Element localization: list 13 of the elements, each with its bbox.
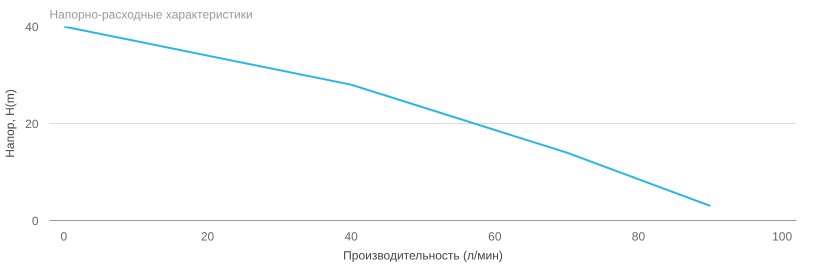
x-tick-label: 0 bbox=[60, 230, 68, 244]
y-axis-title: Напор, H(m) bbox=[3, 89, 18, 158]
y-tick-label: 0 bbox=[32, 214, 39, 228]
y-tick-label: 40 bbox=[25, 20, 39, 34]
x-tick-label: 80 bbox=[632, 230, 646, 244]
line-series bbox=[62, 26, 712, 207]
chart-title: Напорно-расходные характеристики bbox=[50, 8, 253, 22]
x-tick-label: 100 bbox=[772, 230, 792, 244]
x-axis-title: Производительность (л/мин) bbox=[343, 248, 503, 262]
x-tick-label: 60 bbox=[488, 230, 502, 244]
x-tick-label: 40 bbox=[344, 230, 358, 244]
x-tick-label: 20 bbox=[200, 230, 215, 244]
y-tick-label: 20 bbox=[25, 117, 39, 131]
